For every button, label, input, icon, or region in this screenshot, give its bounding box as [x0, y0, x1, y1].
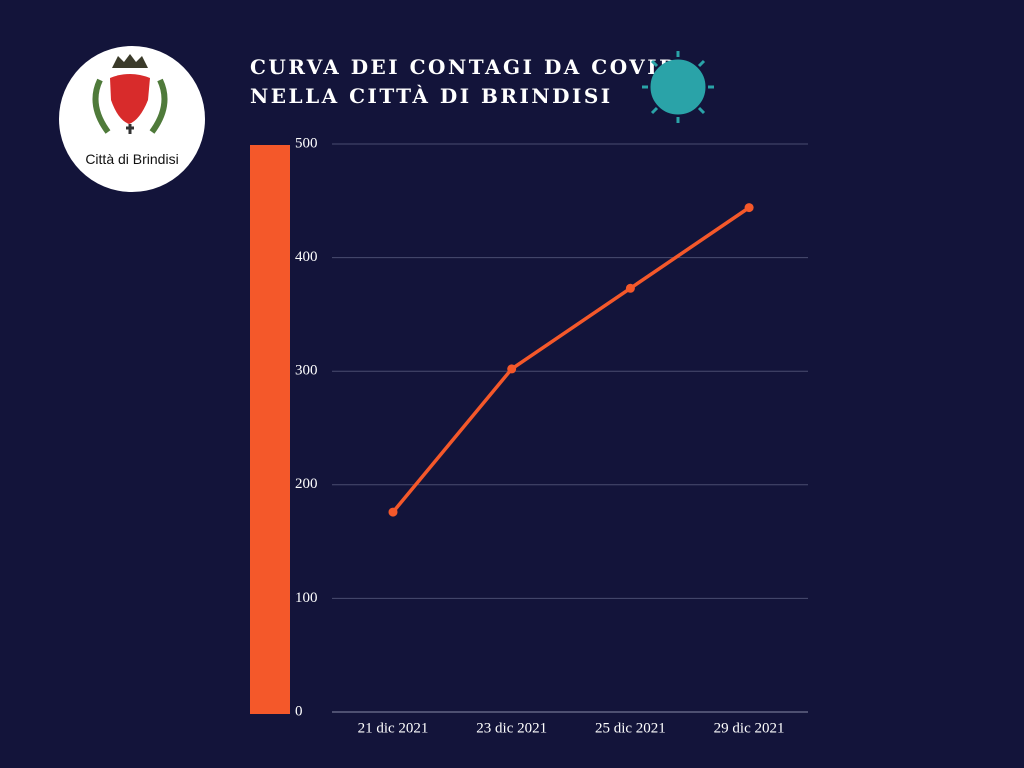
y-tick-label: 0 — [295, 703, 303, 719]
virus-body — [650, 59, 706, 115]
data-point — [625, 283, 635, 293]
chart-title: NELLA CITTÀ DI BRINDISI — [250, 84, 613, 108]
x-tick-label: 21 dic 2021 — [358, 720, 429, 736]
accent-bar — [250, 145, 290, 714]
logo-branches — [92, 78, 168, 134]
virus-spikes — [642, 51, 714, 123]
y-tick-label: 500 — [295, 135, 318, 151]
logo-shield — [110, 74, 150, 124]
logo-text: Città di Brindisi — [85, 151, 178, 167]
logo-crown — [112, 54, 148, 68]
data-line — [391, 206, 751, 514]
chart-title: CURVA DEI CONTAGI DA COVID — [250, 55, 679, 79]
y-tick-label: 300 — [295, 363, 318, 379]
x-tick-label: 25 dic 2021 — [595, 720, 666, 736]
virus-icon — [642, 51, 714, 123]
y-tick-label: 100 — [295, 590, 318, 606]
logo-cross — [126, 124, 134, 134]
y-tick-label: 200 — [295, 476, 318, 492]
data-point — [507, 364, 517, 374]
data-point — [388, 507, 398, 517]
logo: Città di Brindisi — [59, 46, 205, 192]
y-tick-label: 400 — [295, 249, 318, 265]
data-point — [744, 203, 754, 213]
x-tick-label: 29 dic 2021 — [714, 720, 785, 736]
x-tick-label: 23 dic 2021 — [476, 720, 547, 736]
